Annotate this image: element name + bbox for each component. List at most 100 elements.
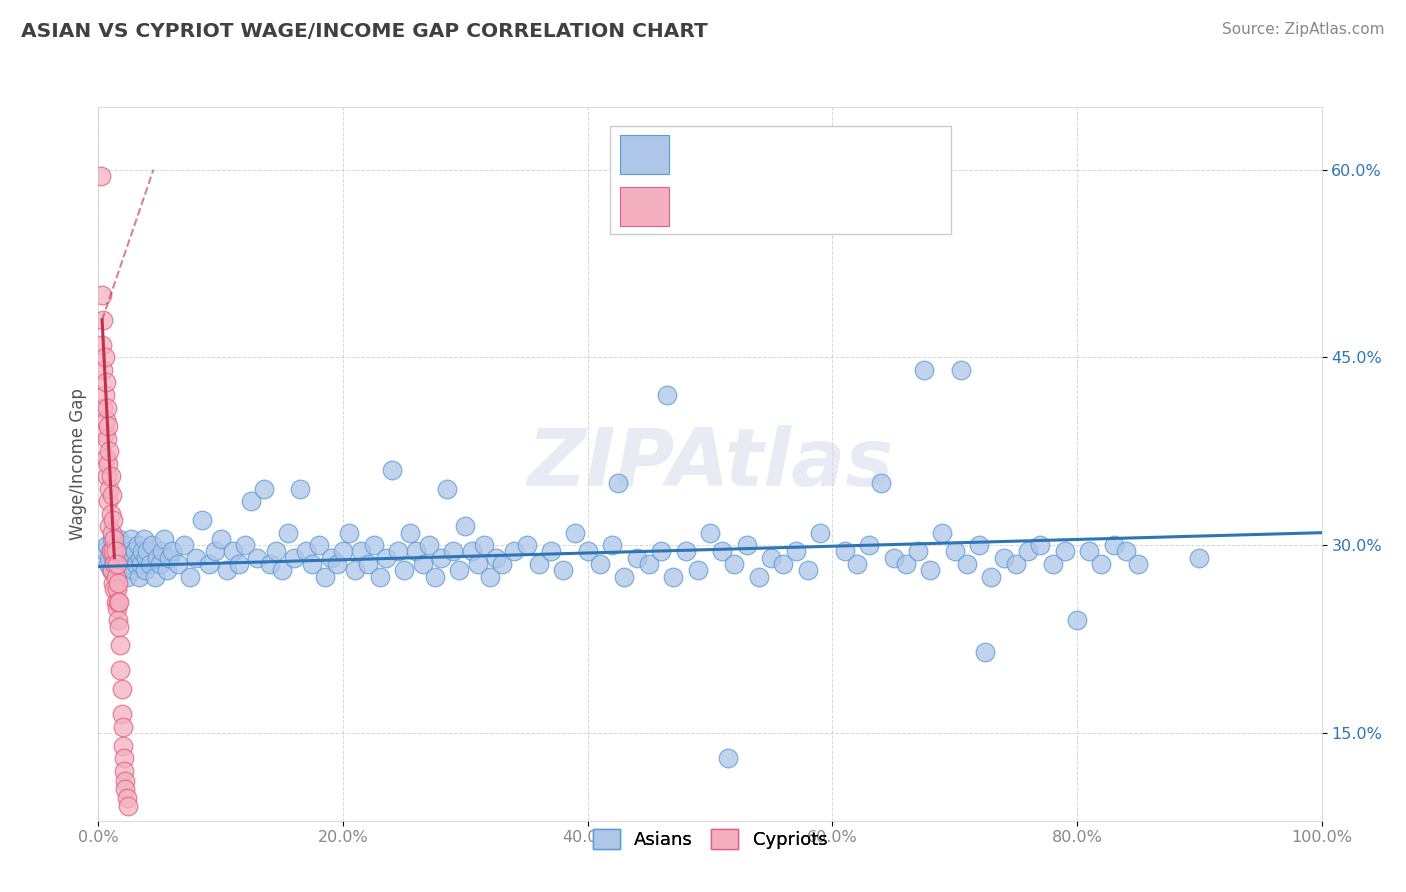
- Point: [412, 557, 434, 571]
- Point: [94, 450, 117, 465]
- Point: [110, 664, 132, 678]
- Point: [104, 569, 127, 583]
- Point: [858, 538, 880, 552]
- Point: [93, 388, 115, 402]
- Point: [97, 494, 120, 508]
- Point: [139, 557, 162, 571]
- Point: [797, 563, 820, 577]
- Point: [454, 519, 477, 533]
- Text: ASIAN VS CYPRIOT WAGE/INCOME GAP CORRELATION CHART: ASIAN VS CYPRIOT WAGE/INCOME GAP CORRELA…: [21, 22, 707, 41]
- Point: [418, 538, 440, 552]
- Legend: Asians, Cypriots: Asians, Cypriots: [583, 820, 837, 858]
- Point: [337, 525, 360, 540]
- Point: [112, 557, 135, 571]
- Point: [503, 544, 526, 558]
- Point: [270, 563, 294, 577]
- Point: [96, 432, 118, 446]
- Point: [301, 557, 323, 571]
- Point: [491, 557, 513, 571]
- Point: [326, 557, 349, 571]
- Point: [124, 544, 146, 558]
- Point: [600, 538, 623, 552]
- Point: [675, 544, 697, 558]
- Point: [101, 513, 124, 527]
- Point: [363, 538, 385, 552]
- Point: [97, 419, 120, 434]
- Point: [173, 538, 195, 552]
- Point: [264, 544, 287, 558]
- Point: [114, 782, 136, 797]
- Point: [290, 482, 312, 496]
- Point: [103, 557, 125, 571]
- Point: [179, 569, 201, 583]
- Point: [699, 525, 721, 540]
- Point: [105, 544, 128, 558]
- Point: [1017, 544, 1039, 558]
- Point: [100, 563, 122, 577]
- Point: [110, 550, 132, 565]
- Point: [120, 532, 142, 546]
- Point: [112, 764, 135, 778]
- Point: [128, 569, 150, 583]
- Point: [277, 525, 299, 540]
- Point: [91, 313, 114, 327]
- Point: [540, 544, 562, 558]
- Point: [146, 550, 169, 565]
- Point: [104, 538, 127, 552]
- Point: [637, 557, 661, 571]
- Point: [117, 798, 139, 813]
- Point: [96, 469, 118, 483]
- Point: [717, 751, 740, 765]
- Point: [246, 550, 269, 565]
- Point: [405, 544, 427, 558]
- Point: [907, 544, 929, 558]
- Point: [319, 550, 342, 565]
- Point: [870, 475, 893, 490]
- Point: [344, 563, 367, 577]
- Point: [103, 582, 125, 596]
- Point: [150, 544, 173, 558]
- Point: [761, 550, 783, 565]
- Point: [515, 538, 537, 552]
- Point: [993, 550, 1015, 565]
- Point: [167, 557, 190, 571]
- Point: [711, 544, 734, 558]
- Point: [100, 544, 122, 558]
- Point: [108, 594, 131, 608]
- Point: [156, 563, 179, 577]
- Point: [107, 575, 129, 590]
- Point: [111, 707, 134, 722]
- Point: [101, 525, 124, 540]
- Point: [1053, 544, 1076, 558]
- Point: [662, 569, 685, 583]
- Point: [101, 544, 124, 558]
- Point: [527, 557, 550, 571]
- Point: [127, 538, 149, 552]
- Text: ZIPAtlas: ZIPAtlas: [527, 425, 893, 503]
- Point: [392, 563, 416, 577]
- Point: [104, 544, 127, 558]
- Point: [108, 532, 131, 546]
- Point: [564, 525, 586, 540]
- Point: [607, 475, 630, 490]
- Point: [143, 569, 166, 583]
- Point: [157, 550, 180, 565]
- Point: [374, 550, 396, 565]
- Point: [295, 544, 318, 558]
- Point: [186, 550, 208, 565]
- Point: [209, 532, 232, 546]
- Point: [111, 739, 134, 753]
- Point: [772, 557, 794, 571]
- Point: [103, 557, 125, 571]
- Point: [686, 563, 709, 577]
- Point: [1029, 538, 1052, 552]
- Point: [110, 639, 132, 653]
- Point: [845, 557, 868, 571]
- Point: [93, 351, 115, 365]
- Point: [98, 444, 121, 458]
- Point: [91, 288, 114, 302]
- Point: [107, 613, 129, 627]
- Point: [912, 363, 935, 377]
- Point: [613, 569, 636, 583]
- Point: [1102, 538, 1125, 552]
